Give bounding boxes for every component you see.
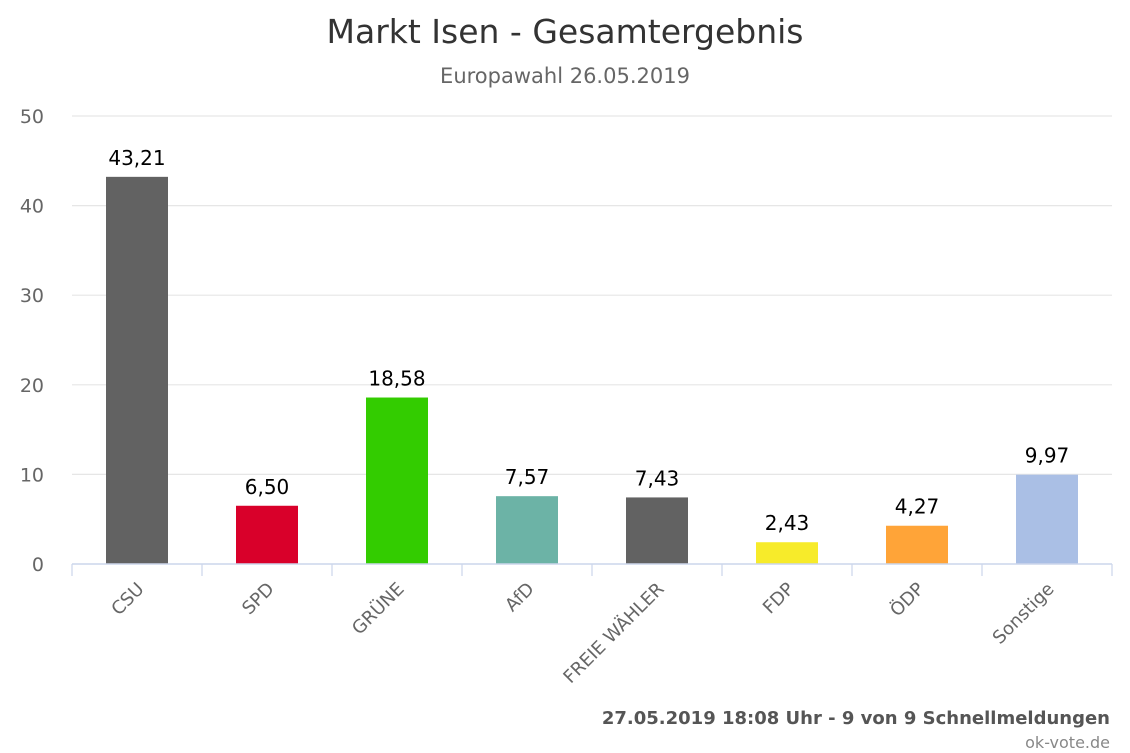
footer-credit: 27.05.2019 18:08 Uhr - 9 von 9 Schnellme…: [601, 708, 1110, 729]
chart-subtitle: Europawahl 26.05.2019: [440, 64, 690, 88]
bar-ödp: [886, 525, 948, 564]
chart-title: Markt Isen - Gesamtergebnis: [326, 12, 804, 51]
data-label: 6,50: [245, 475, 290, 499]
data-label: 43,21: [108, 146, 165, 170]
x-category-label: CSU: [107, 579, 148, 620]
bar-fdp: [756, 542, 818, 564]
bar-spd: [236, 505, 298, 564]
data-labels: 43,21 6,50 18,58 7,57 7,43 2,43 4,27 9,97: [108, 146, 1069, 535]
x-category-label: ÖDP: [885, 578, 928, 621]
x-category-label: Sonstige: [989, 579, 1059, 649]
bars: [106, 176, 1078, 565]
y-tick-label: 10: [20, 464, 44, 486]
y-tick-label: 30: [20, 285, 44, 307]
y-tick-label: 40: [20, 196, 44, 218]
y-tick-label: 50: [20, 106, 44, 128]
y-tick-label: 20: [20, 375, 44, 397]
bar-csu: [106, 176, 168, 565]
data-label: 2,43: [765, 511, 810, 535]
data-label: 18,58: [368, 367, 425, 391]
y-tick-label: 0: [32, 554, 44, 576]
x-category-label: FREIE WÄHLER: [559, 579, 668, 688]
bar-afd: [496, 496, 558, 564]
x-category-label: FDP: [759, 579, 799, 619]
x-category-label: AfD: [501, 579, 538, 616]
x-axis-ticks: CSU SPD GRÜNE AfD FREIE WÄHLER FDP ÖDP Sonstige: [71, 564, 1113, 688]
bar-grüne: [366, 397, 428, 564]
bar-freie-wähler: [626, 497, 688, 564]
data-label: 7,57: [505, 465, 550, 489]
footer-source: ok-vote.de: [1025, 733, 1110, 752]
data-label: 7,43: [635, 466, 680, 490]
gridlines: [72, 115, 1112, 475]
x-category-label: SPD: [238, 579, 278, 619]
data-label: 9,97: [1025, 444, 1070, 468]
x-category-label: GRÜNE: [347, 578, 408, 639]
data-label: 4,27: [895, 495, 940, 519]
bar-sonstige: [1016, 474, 1078, 564]
bar-chart: 0 10 20 30 40 50 43,21 6,50 18,58 7,57 7,43 2,43 4,…: [20, 106, 1113, 688]
y-axis-ticks: 0 10 20 30 40 50: [20, 106, 44, 576]
